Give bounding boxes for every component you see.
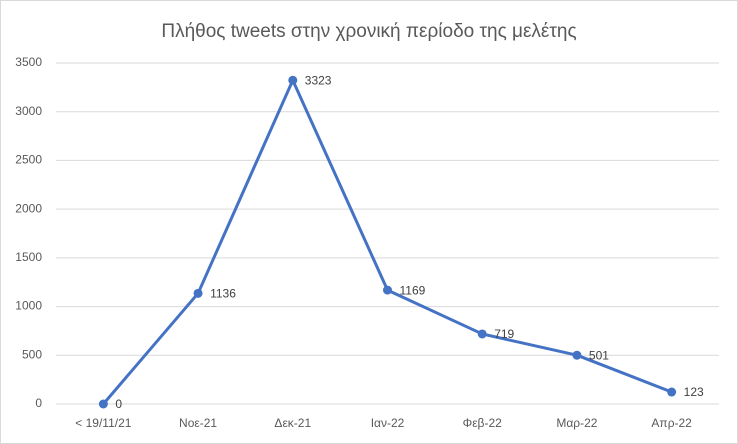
marker — [667, 387, 677, 397]
marker — [477, 329, 487, 339]
marker — [383, 285, 392, 295]
y-tick-label: 0 — [35, 396, 42, 410]
y-tick-label: 1500 — [15, 250, 42, 264]
chart-title: Πλήθος tweets στην χρονική περίοδο της μ… — [161, 21, 576, 42]
x-tick-label: Φεβ-22 — [463, 416, 502, 430]
y-tick-label: 2000 — [15, 201, 42, 215]
y-tick-label: 500 — [22, 347, 42, 361]
y-tick-label: 1000 — [15, 299, 42, 313]
data-label: 501 — [589, 348, 609, 362]
data-label: 0 — [115, 397, 122, 411]
x-tick-label: Ιαν-22 — [371, 416, 405, 430]
x-tick-label: Νοε-21 — [179, 416, 217, 430]
marker — [572, 350, 582, 360]
y-tick-label: 3500 — [15, 55, 42, 69]
data-label: 3323 — [305, 73, 332, 87]
x-tick-label: < 19/11/21 — [75, 416, 131, 430]
x-tick-label: Απρ-22 — [651, 416, 692, 430]
marker — [193, 288, 203, 298]
marker — [98, 399, 108, 409]
data-label: 719 — [494, 327, 514, 341]
data-label: 123 — [684, 385, 704, 399]
y-tick-label: 2500 — [15, 153, 42, 167]
x-tick-label: Δεκ-21 — [274, 416, 311, 430]
x-tick-label: Μαρ-22 — [556, 416, 597, 430]
data-label: 1169 — [400, 283, 426, 297]
data-label: 1136 — [210, 286, 236, 300]
marker — [288, 75, 298, 85]
y-tick-label: 3000 — [15, 104, 42, 118]
